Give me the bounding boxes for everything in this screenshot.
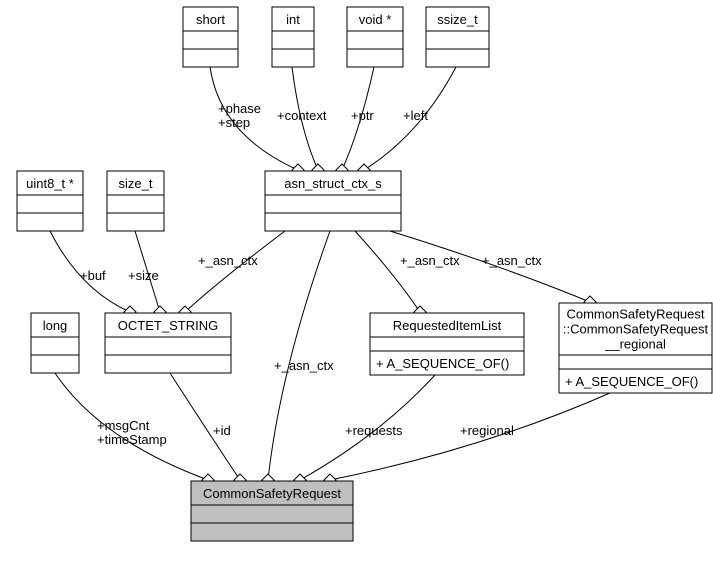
class-title: CommonSafetyRequest [203,486,341,501]
class-title: void * [359,12,392,27]
edge-label: +msgCnt [97,418,150,433]
class-title: RequestedItemList [393,318,502,333]
edge: +size [128,231,166,318]
class-operation: + A_SEQUENCE_OF() [565,374,698,389]
edge: +_asn_ctx [179,231,285,318]
edge-label: +_asn_ctx [400,253,460,268]
class-box-long: long [31,313,79,373]
class-box-int: int [272,7,314,67]
edge-label: +buf [80,268,106,283]
class-box-octet: OCTET_STRING [105,313,231,373]
edge: +_asn_ctx [355,231,460,318]
class-title: ::CommonSafetyRequest [563,322,709,337]
edge-label: +regional [460,423,514,438]
edge-label: +ptr [351,108,374,123]
edge: +msgCnt+timeStamp [55,373,214,486]
edge-label: +id [213,423,231,438]
edge-label: +step [218,115,250,130]
edge-label: +phase [218,101,261,116]
class-title: __regional [604,337,666,352]
class-title: uint8_t * [26,176,74,191]
edge-label: +context [277,108,327,123]
class-title: asn_struct_ctx_s [284,176,382,191]
class-box-uint8: uint8_t * [17,171,83,231]
class-box-csr: CommonSafetyRequest [191,481,353,541]
edge: +regional [324,393,610,486]
class-title: int [286,12,300,27]
class-box-size_t: size_t [107,171,164,231]
edge: +ptr [336,67,374,176]
class-box-voidp: void * [347,7,403,67]
edge: +_asn_ctx [390,231,596,308]
class-box-ssize_t: ssize_t [426,7,489,67]
class-box-asn: asn_struct_ctx_s [265,171,401,231]
edge-label: +size [128,268,159,283]
edge-label: +timeStamp [97,432,167,447]
class-title: CommonSafetyRequest [566,307,704,322]
class-box-req: RequestedItemList + A_SEQUENCE_OF() [370,313,524,375]
class-operation: + A_SEQUENCE_OF() [376,356,509,371]
uml-diagram: +phase+step +context +ptr +left +buf +size +_a… [0,0,713,567]
class-title: OCTET_STRING [118,318,218,333]
class-title: size_t [119,176,153,191]
edge-label: +left [403,108,428,123]
edge-label: +requests [345,423,403,438]
edge-label: +_asn_ctx [198,253,258,268]
class-box-short: short [183,7,238,67]
edge: +requests [294,375,435,486]
edge-label: +_asn_ctx [274,358,334,373]
edge: +buf [50,231,136,318]
edge: +context [277,67,327,176]
edge: +_asn_ctx [262,231,334,486]
class-box-regional: CommonSafetyRequest::CommonSafetyRequest… [559,303,712,393]
edge-label: +_asn_ctx [482,253,542,268]
class-title: ssize_t [437,12,478,27]
class-title: short [196,12,225,27]
class-title: long [43,318,68,333]
